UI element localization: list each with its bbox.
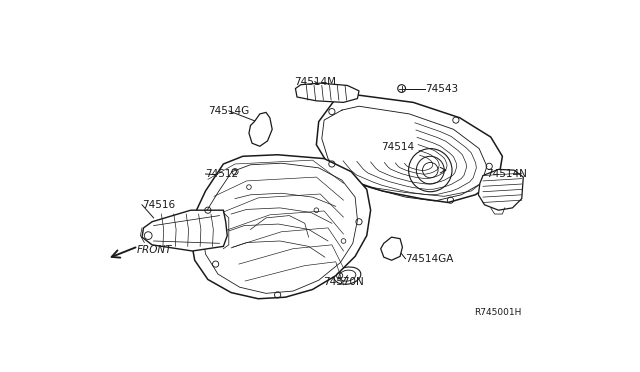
Text: 74543: 74543 <box>425 84 458 93</box>
Text: R745001H: R745001H <box>474 308 522 317</box>
Text: 74514: 74514 <box>381 142 414 152</box>
Polygon shape <box>249 112 272 146</box>
Polygon shape <box>381 237 403 260</box>
Polygon shape <box>142 210 227 251</box>
Text: 74514GA: 74514GA <box>406 254 454 264</box>
Polygon shape <box>478 169 524 210</box>
Text: 74514G: 74514G <box>208 106 250 116</box>
Polygon shape <box>316 95 502 202</box>
Text: 74512: 74512 <box>205 169 239 179</box>
Text: 74570N: 74570N <box>323 277 364 287</box>
Text: 74516: 74516 <box>142 200 175 210</box>
Polygon shape <box>191 155 371 299</box>
Polygon shape <box>296 83 359 102</box>
Text: 74514M: 74514M <box>294 77 336 87</box>
Text: 74514N: 74514N <box>486 169 527 179</box>
Text: FRONT: FRONT <box>136 245 172 255</box>
